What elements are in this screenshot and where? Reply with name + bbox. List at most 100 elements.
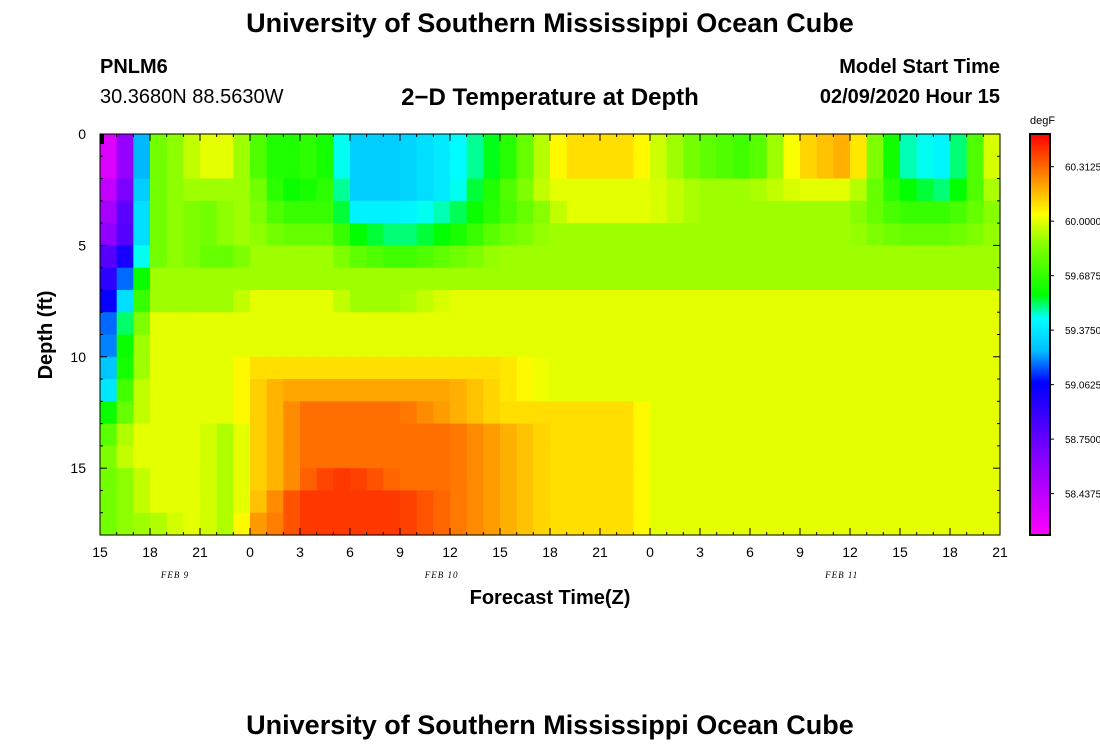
heatmap-cell [633, 468, 651, 492]
heatmap-cell [100, 379, 118, 402]
heatmap-cell [400, 445, 418, 469]
heatmap-cell [316, 490, 334, 514]
heatmap-cell [283, 156, 301, 180]
heatmap-cell [150, 423, 168, 447]
x-tick-label: 9 [796, 544, 804, 560]
heatmap-cell [766, 312, 784, 336]
heatmap-cell [150, 401, 168, 425]
heatmap-cell [666, 245, 684, 269]
colorbar-tick-label: 60.3125 [1065, 163, 1100, 174]
heatmap-cell [850, 223, 868, 246]
heatmap-cell [700, 245, 718, 269]
heatmap-cell [783, 401, 801, 425]
heatmap-cell [766, 356, 784, 380]
heatmap-cell [950, 178, 968, 202]
heatmap-cell [883, 401, 901, 425]
heatmap-cell [700, 356, 718, 380]
heatmap-cell [183, 289, 201, 313]
heatmap-cell [250, 134, 268, 157]
heatmap-cell [416, 401, 434, 425]
plot-title: 2−D Temperature at Depth [401, 84, 699, 111]
heatmap-cell [733, 289, 751, 313]
heatmap-cell [533, 379, 551, 402]
heatmap-cell [616, 245, 634, 269]
heatmap-cell [716, 468, 734, 492]
heatmap-cell [683, 490, 701, 514]
heatmap-cell [300, 423, 318, 447]
corner-marker [100, 134, 104, 144]
heatmap-cell [250, 468, 268, 492]
heatmap-cell [733, 134, 751, 157]
heatmap-cell [166, 423, 184, 447]
heatmap-cell [716, 334, 734, 358]
heatmap-cell [900, 379, 918, 402]
heatmap-cell [550, 423, 568, 447]
heatmap-cell [466, 334, 484, 358]
heatmap-cell [583, 512, 601, 536]
heatmap-cell [766, 468, 784, 492]
heatmap-cell [633, 223, 651, 246]
heatmap-cell [716, 200, 734, 224]
heatmap-cell [850, 423, 868, 447]
x-tick-label: 12 [842, 544, 858, 560]
heatmap-cell [866, 178, 884, 202]
heatmap-cell [900, 401, 918, 425]
heatmap-cell [833, 200, 851, 224]
heatmap-cell [216, 223, 234, 246]
heatmap-cell [283, 468, 301, 492]
heatmap-cell [150, 334, 168, 358]
heatmap-cell [350, 468, 368, 492]
heatmap-cell [650, 134, 668, 157]
heatmap-cell [633, 178, 651, 202]
x-tick-label: 15 [892, 544, 908, 560]
heatmap-cell [466, 178, 484, 202]
heatmap-cell [783, 289, 801, 313]
heatmap-cell [433, 156, 451, 180]
heatmap-cell [966, 468, 984, 492]
heatmap-cell [650, 334, 668, 358]
heatmap-cell [333, 401, 351, 425]
heatmap-cell [800, 223, 818, 246]
heatmap-cell [366, 512, 384, 536]
heatmap-cell [916, 289, 934, 313]
heatmap-cell [933, 267, 951, 291]
heatmap-cell [133, 267, 151, 291]
heatmap-cell [600, 334, 618, 358]
heatmap-cell [816, 245, 834, 269]
heatmap-cell [300, 512, 318, 536]
heatmap-cell [800, 200, 818, 224]
heatmap-cell [400, 289, 418, 313]
heatmap-cell [666, 379, 684, 402]
heatmap-cell [166, 468, 184, 492]
heatmap-cell [533, 468, 551, 492]
heatmap-cell [700, 289, 718, 313]
heatmap-cell [866, 401, 884, 425]
heatmap-cell [383, 334, 401, 358]
heatmap-cell [250, 267, 268, 291]
heatmap-cell [133, 423, 151, 447]
heatmap-cell [500, 178, 518, 202]
heatmap-cell [316, 356, 334, 380]
heatmap-cell [533, 223, 551, 246]
heatmap-cell [416, 356, 434, 380]
heatmap-cell [783, 223, 801, 246]
heatmap-cell [833, 156, 851, 180]
heatmap-cell [783, 312, 801, 336]
heatmap-cell [266, 512, 284, 536]
heatmap-cell [266, 178, 284, 202]
heatmap-cell [733, 468, 751, 492]
heatmap-cell [983, 468, 1001, 492]
heatmap-cell [566, 245, 584, 269]
heatmap-cell [366, 356, 384, 380]
heatmap-cell [716, 312, 734, 336]
heatmap-cell [366, 490, 384, 514]
x-tick-label: 18 [542, 544, 558, 560]
heatmap-cell [866, 134, 884, 157]
heatmap-cell [916, 223, 934, 246]
heatmap-cell [583, 401, 601, 425]
heatmap-cell [616, 200, 634, 224]
heatmap-cell [916, 401, 934, 425]
heatmap-cell [366, 200, 384, 224]
heatmap-cell [850, 356, 868, 380]
heatmap-cell [833, 134, 851, 157]
